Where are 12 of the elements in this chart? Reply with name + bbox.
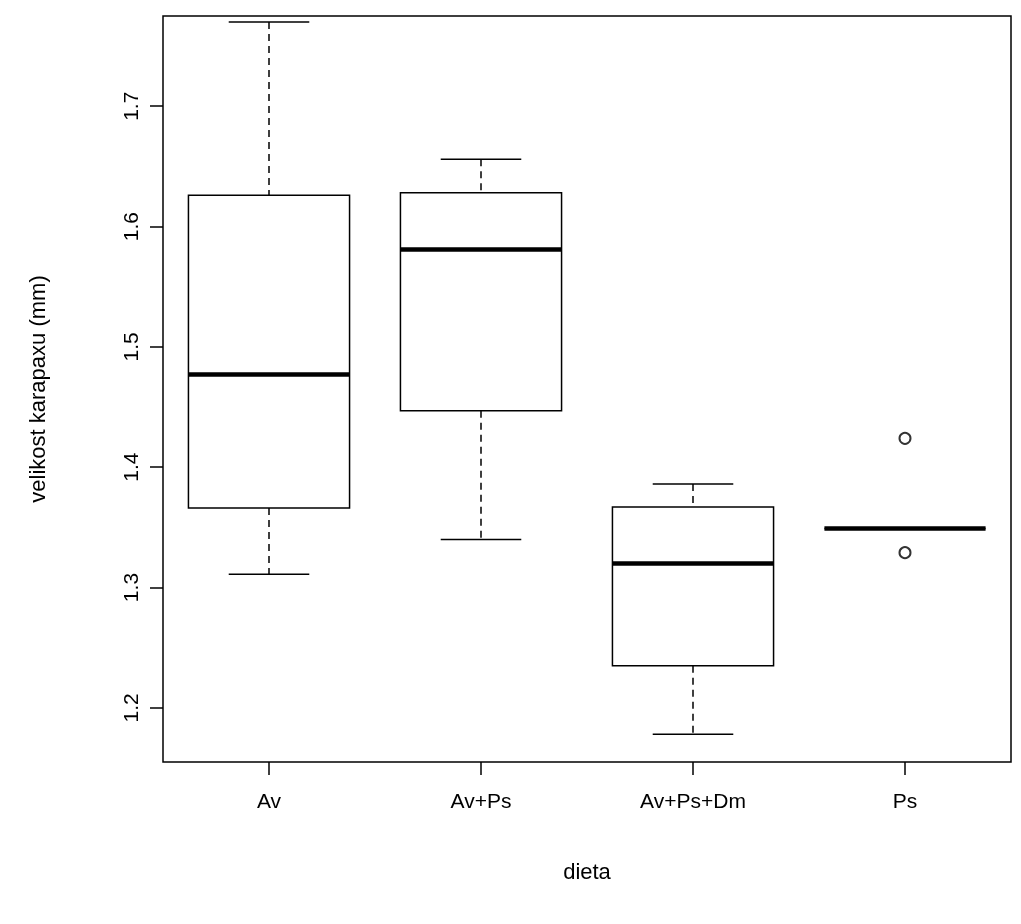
x-tick-label: Av+Ps+Dm xyxy=(640,789,746,812)
x-tick-label: Av+Ps xyxy=(450,789,512,812)
x-axis-title: dieta xyxy=(563,858,612,884)
y-tick-label: 1.3 xyxy=(119,572,142,603)
x-tick-label: Av xyxy=(256,789,282,812)
y-tick-label: 1.6 xyxy=(119,211,142,242)
y-tick-label: 1.7 xyxy=(119,91,142,121)
y-tick-label: 1.5 xyxy=(119,332,142,362)
x-tick-label: Ps xyxy=(892,789,918,812)
y-tick-label: 1.4 xyxy=(119,452,142,482)
y-tick-label: 1.2 xyxy=(119,693,142,723)
y-axis-title: velikost karapaxu (mm) xyxy=(24,275,50,503)
